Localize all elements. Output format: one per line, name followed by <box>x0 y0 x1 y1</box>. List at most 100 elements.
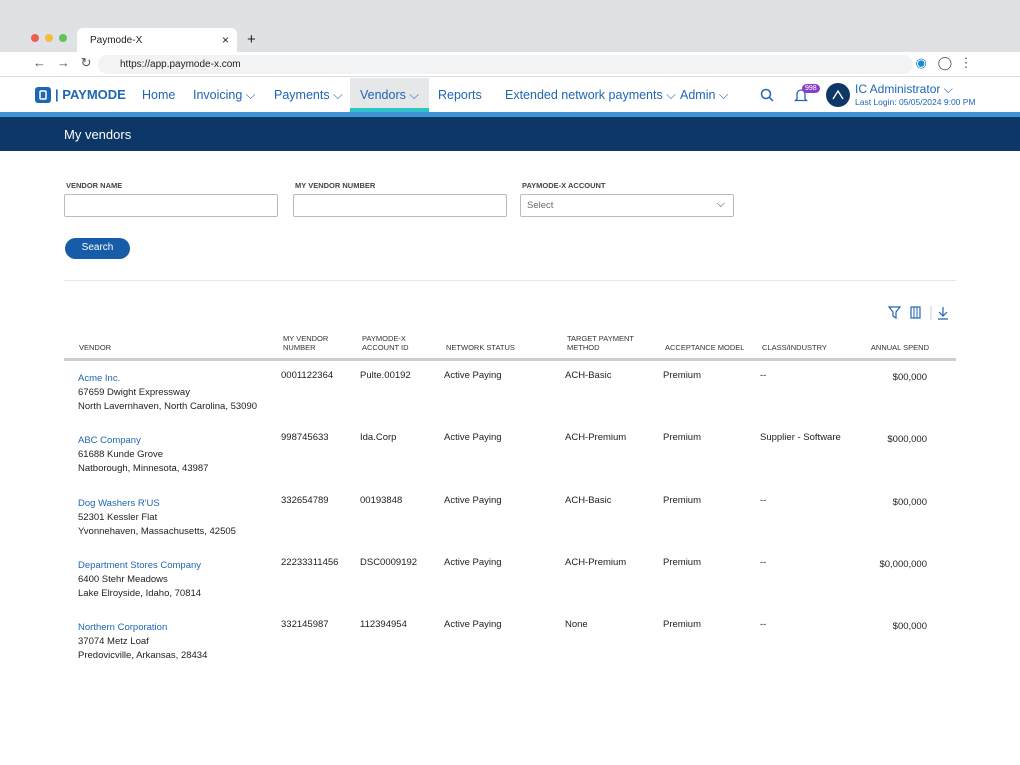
separator <box>64 280 956 281</box>
nav-label: Invoicing <box>193 88 242 102</box>
column-header[interactable]: PAYMODE-X ACCOUNT ID <box>362 334 414 352</box>
cell: Premium <box>663 618 701 632</box>
table-tools[interactable] <box>887 305 951 321</box>
filter-label: PAYMODE-X ACCOUNT <box>522 181 605 190</box>
page-banner: My vendors <box>0 117 1020 151</box>
cell: Active Paying <box>444 431 502 445</box>
logo-text: PAYMODE <box>62 87 126 102</box>
nav-item[interactable]: Admin ⌵ <box>670 78 738 112</box>
cell: Premium <box>663 431 701 445</box>
vendor-address: 67659 Dwight Expressway <box>78 386 190 400</box>
cell: 00193848 <box>360 494 402 508</box>
vendor-address: Natborough, Minnesota, 43987 <box>78 462 208 476</box>
cell: $00,000 <box>860 496 927 510</box>
cell: ACH-Basic <box>565 494 611 508</box>
cell: None <box>565 618 588 632</box>
nav-label: Payments <box>274 88 330 102</box>
cell: $00,000 <box>860 371 927 385</box>
vendor-name[interactable]: Acme Inc. <box>78 372 120 386</box>
column-header[interactable]: ANNUAL SPEND <box>862 343 929 352</box>
column-header[interactable]: CLASS/INDUSTRY <box>762 343 852 352</box>
last-login: Last Login: 05/05/2024 9:00 PM <box>855 97 976 107</box>
cell: ACH-Premium <box>565 431 626 445</box>
vendor-address: 6400 Stehr Meadows <box>78 573 168 587</box>
browser-tab-bar: Paymode-X× + <box>0 0 1020 52</box>
vendor-address: Yvonnehaven, Massachusetts, 42505 <box>78 525 236 539</box>
user-menu[interactable]: IC Administrator ⌵ <box>855 82 953 97</box>
user-name: IC Administrator <box>855 82 940 96</box>
search-button[interactable]: Search <box>65 238 130 259</box>
logo[interactable]: | PAYMODE <box>55 87 126 102</box>
cell: Active Paying <box>444 618 502 632</box>
page-title: My vendors <box>64 127 131 142</box>
cell: Supplier - Software <box>760 431 841 445</box>
column-header[interactable]: NETWORK STATUS <box>446 343 556 352</box>
cell: -- <box>760 494 766 508</box>
cell: Active Paying <box>444 369 502 383</box>
cell: -- <box>760 618 766 632</box>
header-rule <box>64 358 956 361</box>
filter-input[interactable]: Select⌵ <box>520 194 734 217</box>
cell: 332145987 <box>281 618 329 632</box>
nav-label: Reports <box>438 88 482 102</box>
filter-label: VENDOR NAME <box>66 181 122 190</box>
notification-badge: 998 <box>802 84 820 93</box>
nav-item[interactable]: Invoicing ⌵ <box>183 78 265 112</box>
cell: 112394954 <box>360 618 407 632</box>
cell: ACH-Basic <box>565 369 611 383</box>
cell: -- <box>760 369 766 383</box>
avatar[interactable] <box>826 83 850 107</box>
filter-input[interactable] <box>293 194 507 217</box>
column-header[interactable]: ACCEPTANCE MODEL <box>665 343 755 352</box>
url-field[interactable]: https://app.paymode-x.com <box>98 55 913 74</box>
vendor-address: 52301 Kessler Flat <box>78 511 157 525</box>
logo-icon <box>35 87 51 103</box>
vendor-name[interactable]: Department Stores Company <box>78 559 201 573</box>
cell: -- <box>760 556 766 570</box>
vendor-name[interactable]: Northern Corporation <box>78 621 167 635</box>
cell: Ida.Corp <box>360 431 396 445</box>
url: https://app.paymode-x.com <box>120 59 241 70</box>
cell: Active Paying <box>444 494 502 508</box>
nav-item[interactable]: Home <box>132 78 185 112</box>
new-tab[interactable]: + <box>247 31 256 48</box>
vendor-address: North Lavernhaven, North Carolina, 53090 <box>78 400 257 414</box>
filter-input[interactable] <box>64 194 278 217</box>
cell: ACH-Premium <box>565 556 626 570</box>
nav-label: Admin <box>680 88 715 102</box>
cell: 998745633 <box>281 431 329 445</box>
tab-title: Paymode-X <box>90 35 142 46</box>
nav-item[interactable]: Reports <box>428 78 492 112</box>
cell: $00,000 <box>860 620 927 634</box>
cell: Pulte.00192 <box>360 369 411 383</box>
top-nav: | PAYMODE 998 IC Administrator ⌵ Last Lo… <box>0 78 1020 112</box>
cell: $000,000 <box>860 433 927 447</box>
cell: Premium <box>663 556 701 570</box>
cell: Premium <box>663 369 701 383</box>
column-header[interactable]: VENDOR <box>79 343 229 352</box>
vendor-name[interactable]: ABC Company <box>78 434 141 448</box>
vendor-address: Predovicville, Arkansas, 28434 <box>78 649 207 663</box>
nav-label: Vendors <box>360 88 406 102</box>
column-header[interactable]: TARGET PAYMENT METHOD <box>567 334 643 352</box>
nav-item[interactable]: Payments ⌵ <box>264 78 353 112</box>
browser-tab[interactable]: Paymode-X× <box>77 28 237 52</box>
cell: 22233311456 <box>281 556 338 570</box>
vendor-address: Lake Elroyside, Idaho, 70814 <box>78 587 201 601</box>
cell: Active Paying <box>444 556 502 570</box>
nav-label: Home <box>142 88 175 102</box>
window-controls[interactable] <box>30 33 72 43</box>
nav-label: Extended network payments <box>505 88 663 102</box>
nav-item[interactable]: Vendors ⌵ <box>350 78 429 112</box>
filter-label: MY VENDOR NUMBER <box>295 181 375 190</box>
cell: $0,000,000 <box>860 558 927 572</box>
vendor-address: 61688 Kunde Grove <box>78 448 163 462</box>
cell: 0001122364 <box>281 369 333 383</box>
cell: 332654789 <box>281 494 329 508</box>
nav-item[interactable]: Extended network payments ⌵ <box>495 78 686 112</box>
cell: DSC0009192 <box>360 556 417 570</box>
column-header[interactable]: MY VENDOR NUMBER <box>283 334 335 352</box>
vendor-name[interactable]: Dog Washers R'US <box>78 497 160 511</box>
search-icon[interactable] <box>760 88 774 102</box>
